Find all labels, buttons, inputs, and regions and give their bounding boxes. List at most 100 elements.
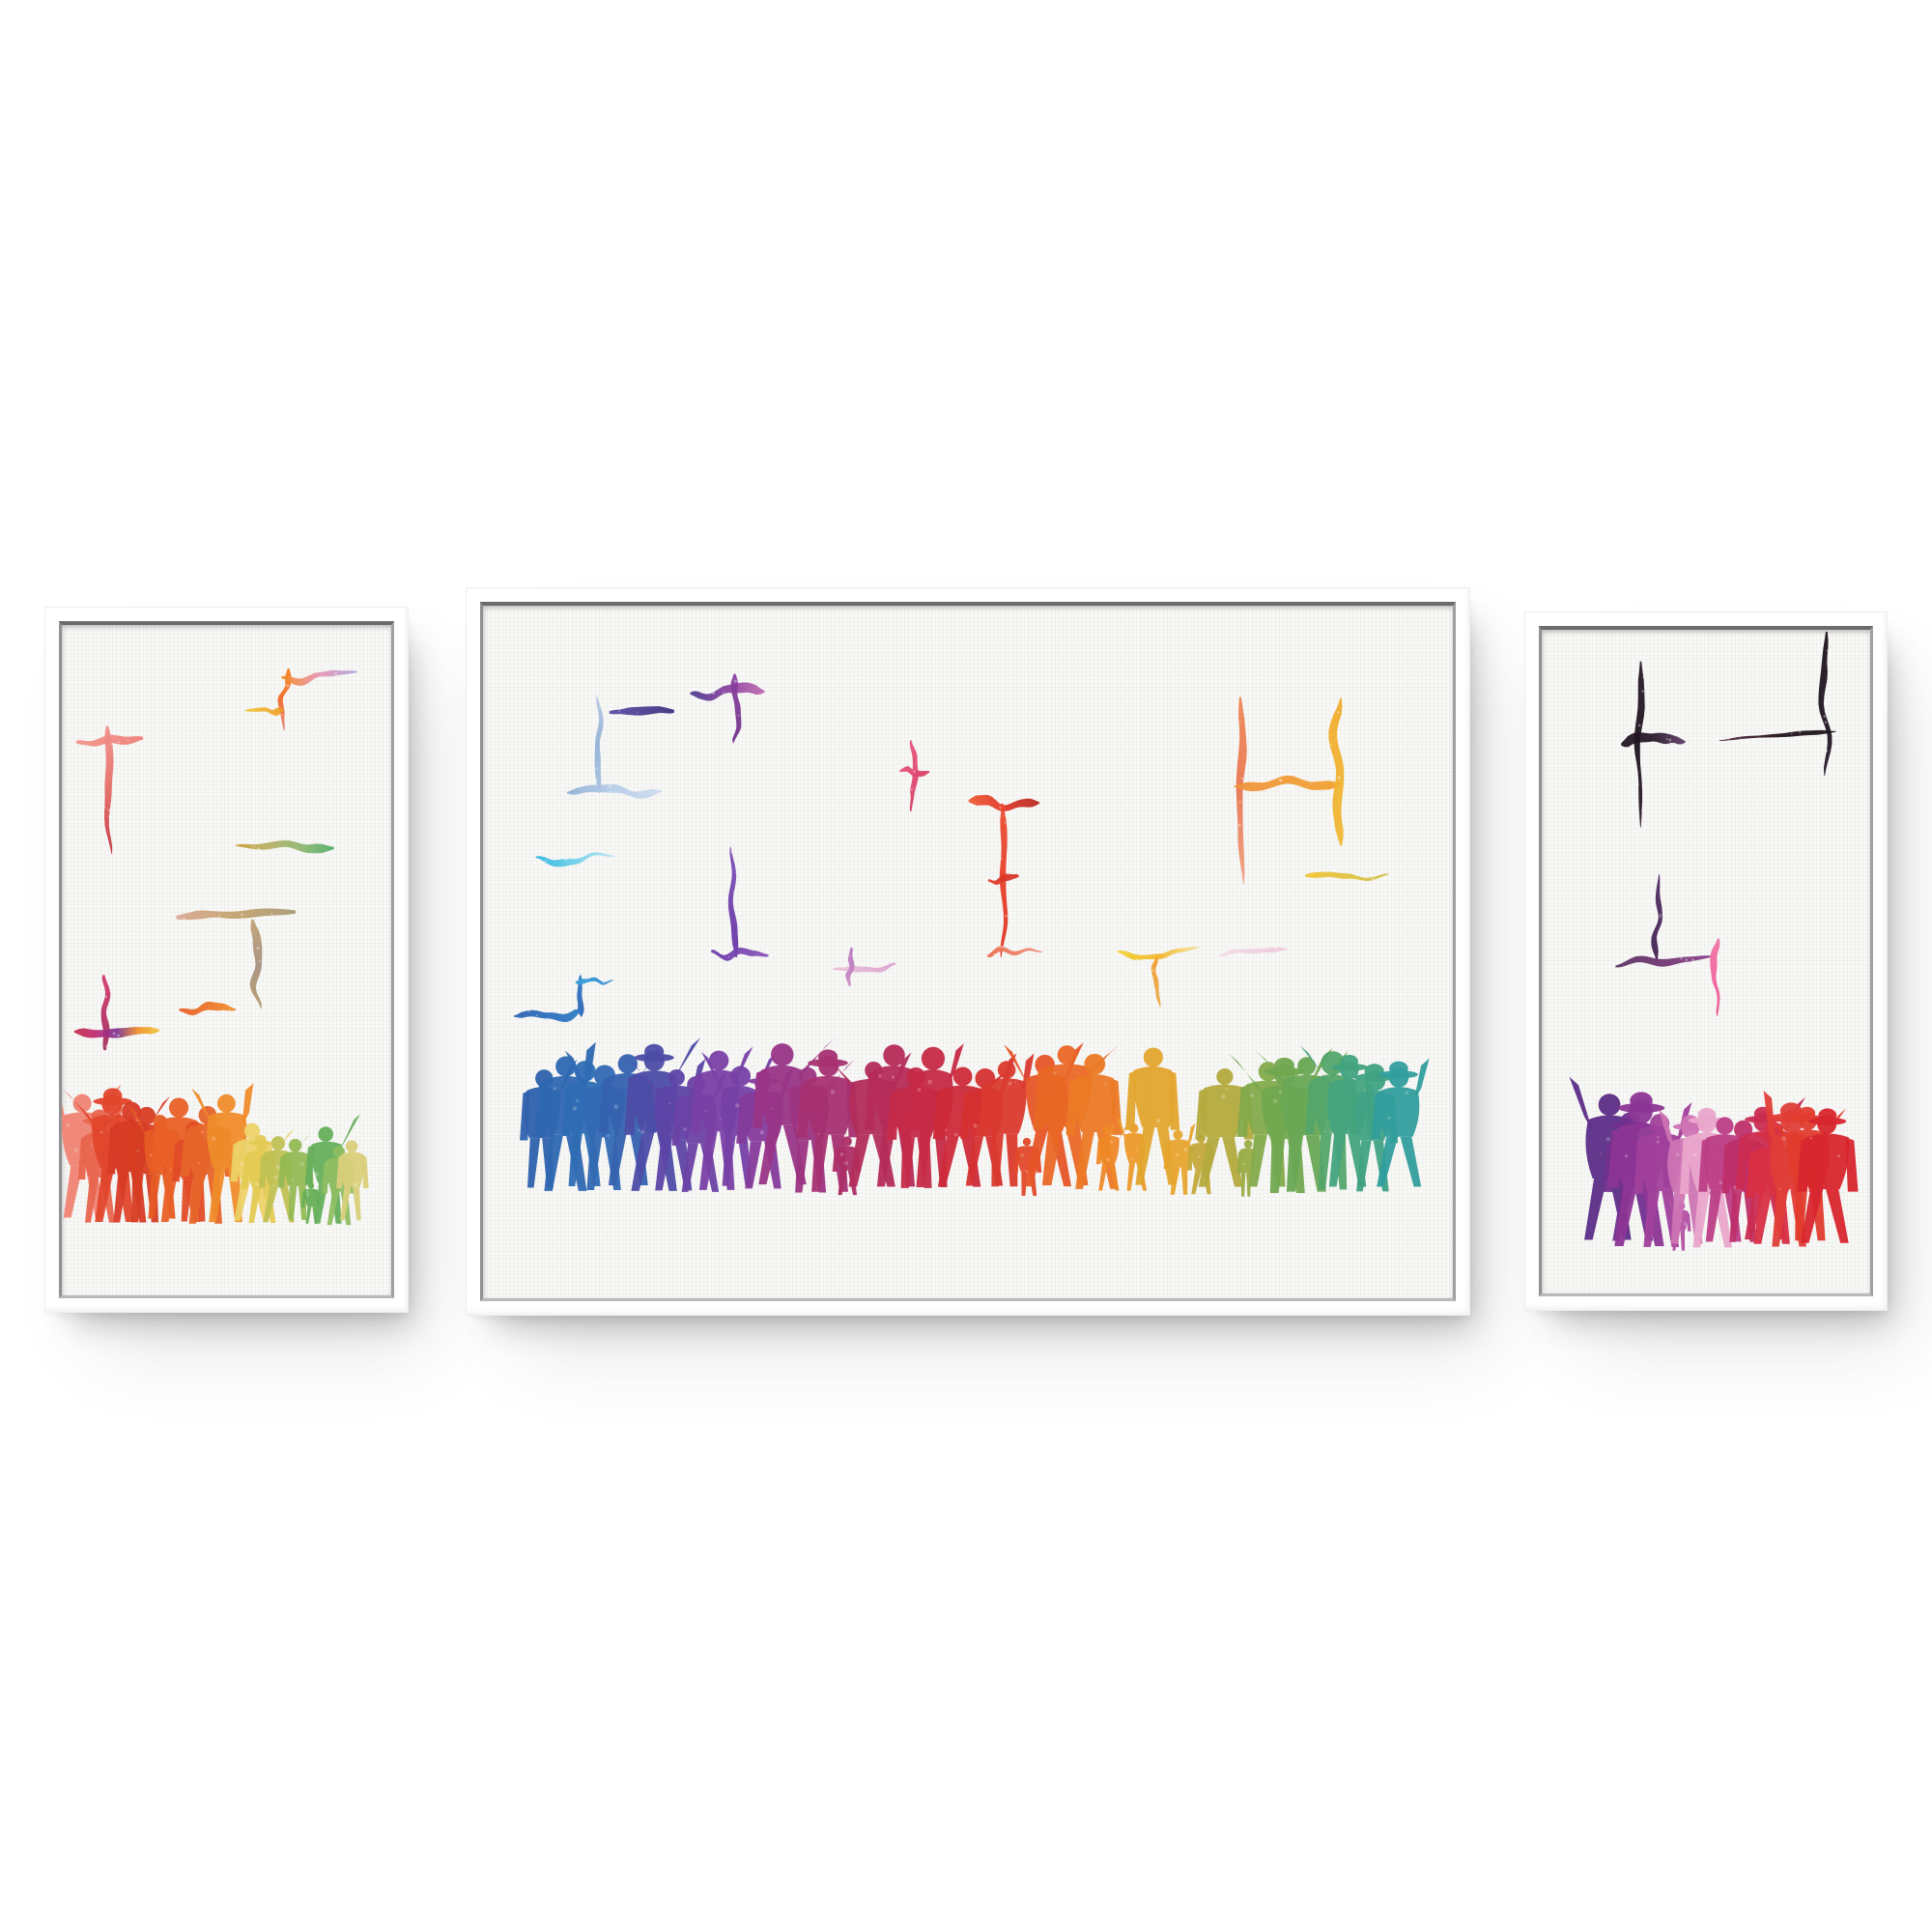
paint-speckle — [258, 960, 261, 963]
paint-speckle — [1825, 749, 1829, 753]
paint-speckle — [107, 809, 111, 811]
paint-speckle — [737, 714, 740, 717]
paint-speckle — [241, 913, 243, 917]
paint-speckle — [1826, 649, 1829, 652]
paint-stroke — [179, 1002, 237, 1016]
paint-speckle — [1237, 823, 1241, 827]
paint-speckle — [1242, 754, 1244, 757]
paint-stroke — [690, 682, 765, 701]
paint-speckle — [270, 913, 273, 916]
paint-speckle — [340, 669, 343, 672]
paint-speckle — [564, 858, 568, 862]
paint-stroke — [1615, 955, 1711, 968]
paint-speckle — [1826, 662, 1828, 664]
paint-stroke — [575, 977, 613, 985]
paint-speckle — [112, 1032, 116, 1036]
paint-speckle — [152, 1027, 155, 1029]
canvas-left — [59, 621, 394, 1298]
paint-stroke — [1234, 775, 1342, 792]
crowd-group — [1569, 1076, 1859, 1251]
paint-speckle — [912, 786, 915, 789]
paint-speckle — [730, 850, 733, 854]
paint-speckle — [110, 742, 113, 746]
paint-speckle — [535, 1014, 538, 1017]
paint-speckle — [1306, 785, 1308, 788]
paint-speckle — [910, 788, 914, 791]
paint-speckle — [1240, 872, 1243, 875]
paint-speckle — [527, 1009, 530, 1012]
paint-speckle — [1824, 721, 1828, 724]
paint-speckle — [1274, 947, 1278, 951]
paint-speckle — [989, 881, 991, 883]
paint-speckle — [1006, 931, 1008, 933]
artwork-panel-center — [466, 587, 1470, 1316]
paint-speckle — [1000, 857, 1003, 860]
crowd-figure — [1195, 1068, 1254, 1187]
watercolor-artwork-left — [62, 668, 369, 1226]
paint-speckle — [127, 739, 129, 742]
paint-speckle — [228, 1009, 231, 1010]
paint-stroke — [1117, 946, 1201, 961]
paint-speckle — [1337, 711, 1340, 714]
paint-stroke — [1218, 947, 1288, 957]
paint-stroke — [1236, 696, 1247, 885]
paint-speckle — [607, 786, 610, 789]
artwork-panel-right — [1524, 611, 1888, 1311]
paint-speckle — [1659, 916, 1662, 919]
paint-speckle — [1004, 821, 1007, 824]
paint-speckle — [1279, 779, 1283, 782]
paint-speckle — [1152, 969, 1155, 972]
paint-stroke — [594, 696, 604, 793]
artwork-panel-left — [44, 607, 409, 1313]
paint-speckle — [999, 800, 1003, 804]
paint-speckle — [1278, 778, 1282, 781]
paint-speckle — [993, 952, 996, 955]
paint-speckle — [609, 790, 611, 793]
paint-speckle — [257, 847, 261, 850]
paint-stroke — [1305, 871, 1390, 882]
paint-speckle — [1712, 985, 1714, 988]
paint-speckle — [606, 854, 608, 856]
paint-speckle — [104, 995, 108, 999]
paint-speckle — [595, 778, 598, 781]
crowd-group — [520, 1037, 1430, 1197]
watercolor-artwork-right — [1569, 631, 1859, 1251]
paint-stroke — [987, 873, 1019, 886]
paint-speckle — [104, 1044, 108, 1048]
paint-speckle — [252, 708, 254, 710]
paint-speckle — [102, 806, 106, 810]
paint-speckle — [609, 784, 612, 787]
paint-stroke — [1621, 732, 1686, 748]
paint-speckle — [1241, 711, 1244, 713]
paint-speckle — [1238, 801, 1241, 804]
paint-stroke — [566, 783, 663, 799]
paint-stroke — [103, 725, 114, 854]
paint-speckle — [1000, 945, 1004, 949]
paint-stroke — [281, 669, 358, 686]
paint-speckle — [117, 741, 120, 744]
paint-stroke — [100, 975, 111, 1051]
crowd-figure — [1095, 1118, 1132, 1191]
paint-stroke — [1328, 697, 1345, 846]
paint-speckle — [1239, 721, 1241, 723]
paint-speckle — [108, 814, 112, 818]
paint-speckle — [1668, 738, 1672, 742]
paint-speckle — [1150, 969, 1153, 972]
paint-speckle — [1641, 690, 1644, 693]
paint-stroke — [244, 707, 284, 716]
crowd-figure — [1236, 1137, 1266, 1197]
paint-speckle — [1185, 947, 1188, 949]
paint-stroke — [609, 706, 675, 716]
paint-speckle — [1324, 871, 1326, 874]
paint-speckle — [183, 917, 185, 921]
paint-speckle — [998, 803, 1000, 805]
paint-speckle — [722, 691, 724, 694]
paint-speckle — [1665, 738, 1668, 741]
paint-stroke — [845, 947, 855, 986]
paint-speckle — [733, 679, 737, 683]
paint-stroke — [277, 668, 292, 731]
paint-stroke — [176, 908, 297, 921]
paint-stroke — [1710, 938, 1720, 1017]
paint-speckle — [637, 711, 639, 714]
